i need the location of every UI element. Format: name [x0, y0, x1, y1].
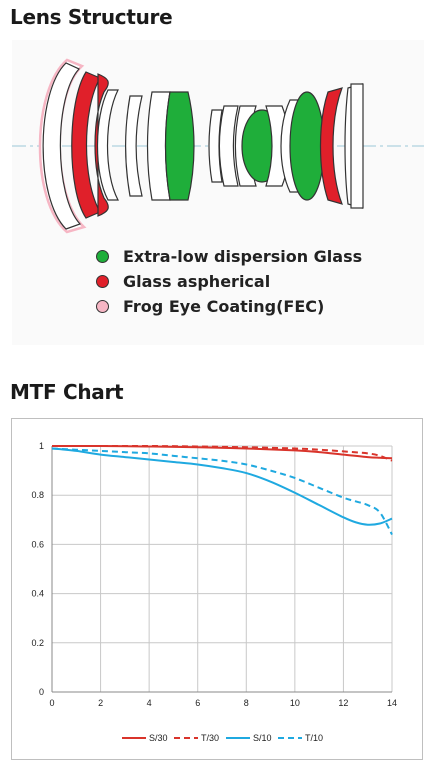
x-tick-label: 0 [49, 698, 54, 708]
x-tick-label: 2 [98, 698, 103, 708]
series-line-s-10 [51, 447, 393, 526]
y-tick-label: 1 [39, 441, 44, 451]
rear-element-1 [208, 109, 223, 183]
legend-label-ed: Extra-low dispersion Glass [123, 246, 363, 266]
y-tick-label: 0.8 [31, 490, 44, 500]
y-tick-label: 0.4 [31, 589, 44, 599]
legend-label-t-30: T/30 [201, 733, 219, 743]
x-tick-label: 4 [147, 698, 152, 708]
lens-diagram [12, 58, 424, 234]
legend-item-ed: Extra-low dispersion Glass [96, 245, 362, 267]
ed-element-3 [289, 91, 325, 201]
lens-structure-panel: Extra-low dispersion Glass Glass aspheri… [12, 40, 424, 345]
negative-element [124, 95, 143, 197]
ed-element-1 [164, 91, 195, 201]
filter-plate [350, 83, 364, 209]
series-line-t-30 [51, 444, 393, 462]
mtf-chart-title: MTF Chart [10, 380, 124, 404]
x-tick-label: 14 [387, 698, 397, 708]
meniscus-element-2 [96, 89, 120, 201]
x-tick-label: 8 [244, 698, 249, 708]
aspherical-element-2 [319, 87, 343, 205]
front-meniscus [42, 62, 82, 230]
y-tick-label: 0.6 [31, 539, 44, 549]
legend-label-s-10: S/10 [253, 733, 272, 743]
ed-legend-dot-icon [96, 249, 109, 263]
aspherical-element-1b [94, 73, 109, 217]
y-tick-label: 0 [39, 687, 44, 697]
aspherical-element-1 [71, 71, 101, 219]
legend-label-s-30: S/30 [149, 733, 168, 743]
mtf-chart-frame: 0 2 4 6 8 10 12 14 0 0.2 0.4 0.6 0.8 1 S/30 T/30 S/10 T/1… [11, 418, 423, 760]
legend-item-asph: Glass aspherical [96, 270, 270, 292]
x-tick-label: 10 [290, 698, 300, 708]
legend-label-t-10: T/10 [305, 733, 323, 743]
asph-legend-dot-icon [96, 274, 109, 288]
rear-element-2 [218, 105, 239, 187]
legend-label-asph: Glass aspherical [123, 271, 271, 291]
lens-structure-title: Lens Structure [10, 5, 173, 29]
x-tick-label: 6 [195, 698, 200, 708]
y-tick-label: 0.2 [31, 638, 44, 648]
series-line-t-10 [51, 447, 393, 536]
legend-label-fec: Frog Eye Coating(FEC) [123, 296, 325, 316]
legend-item-fec: Frog Eye Coating(FEC) [96, 295, 324, 317]
mtf-chart: 0 2 4 6 8 10 12 14 0 0.2 0.4 0.6 0.8 1 S/30 T/30 S/10 T/1… [31, 441, 397, 743]
x-tick-label: 12 [338, 698, 348, 708]
fec-legend-dot-icon [96, 299, 109, 313]
